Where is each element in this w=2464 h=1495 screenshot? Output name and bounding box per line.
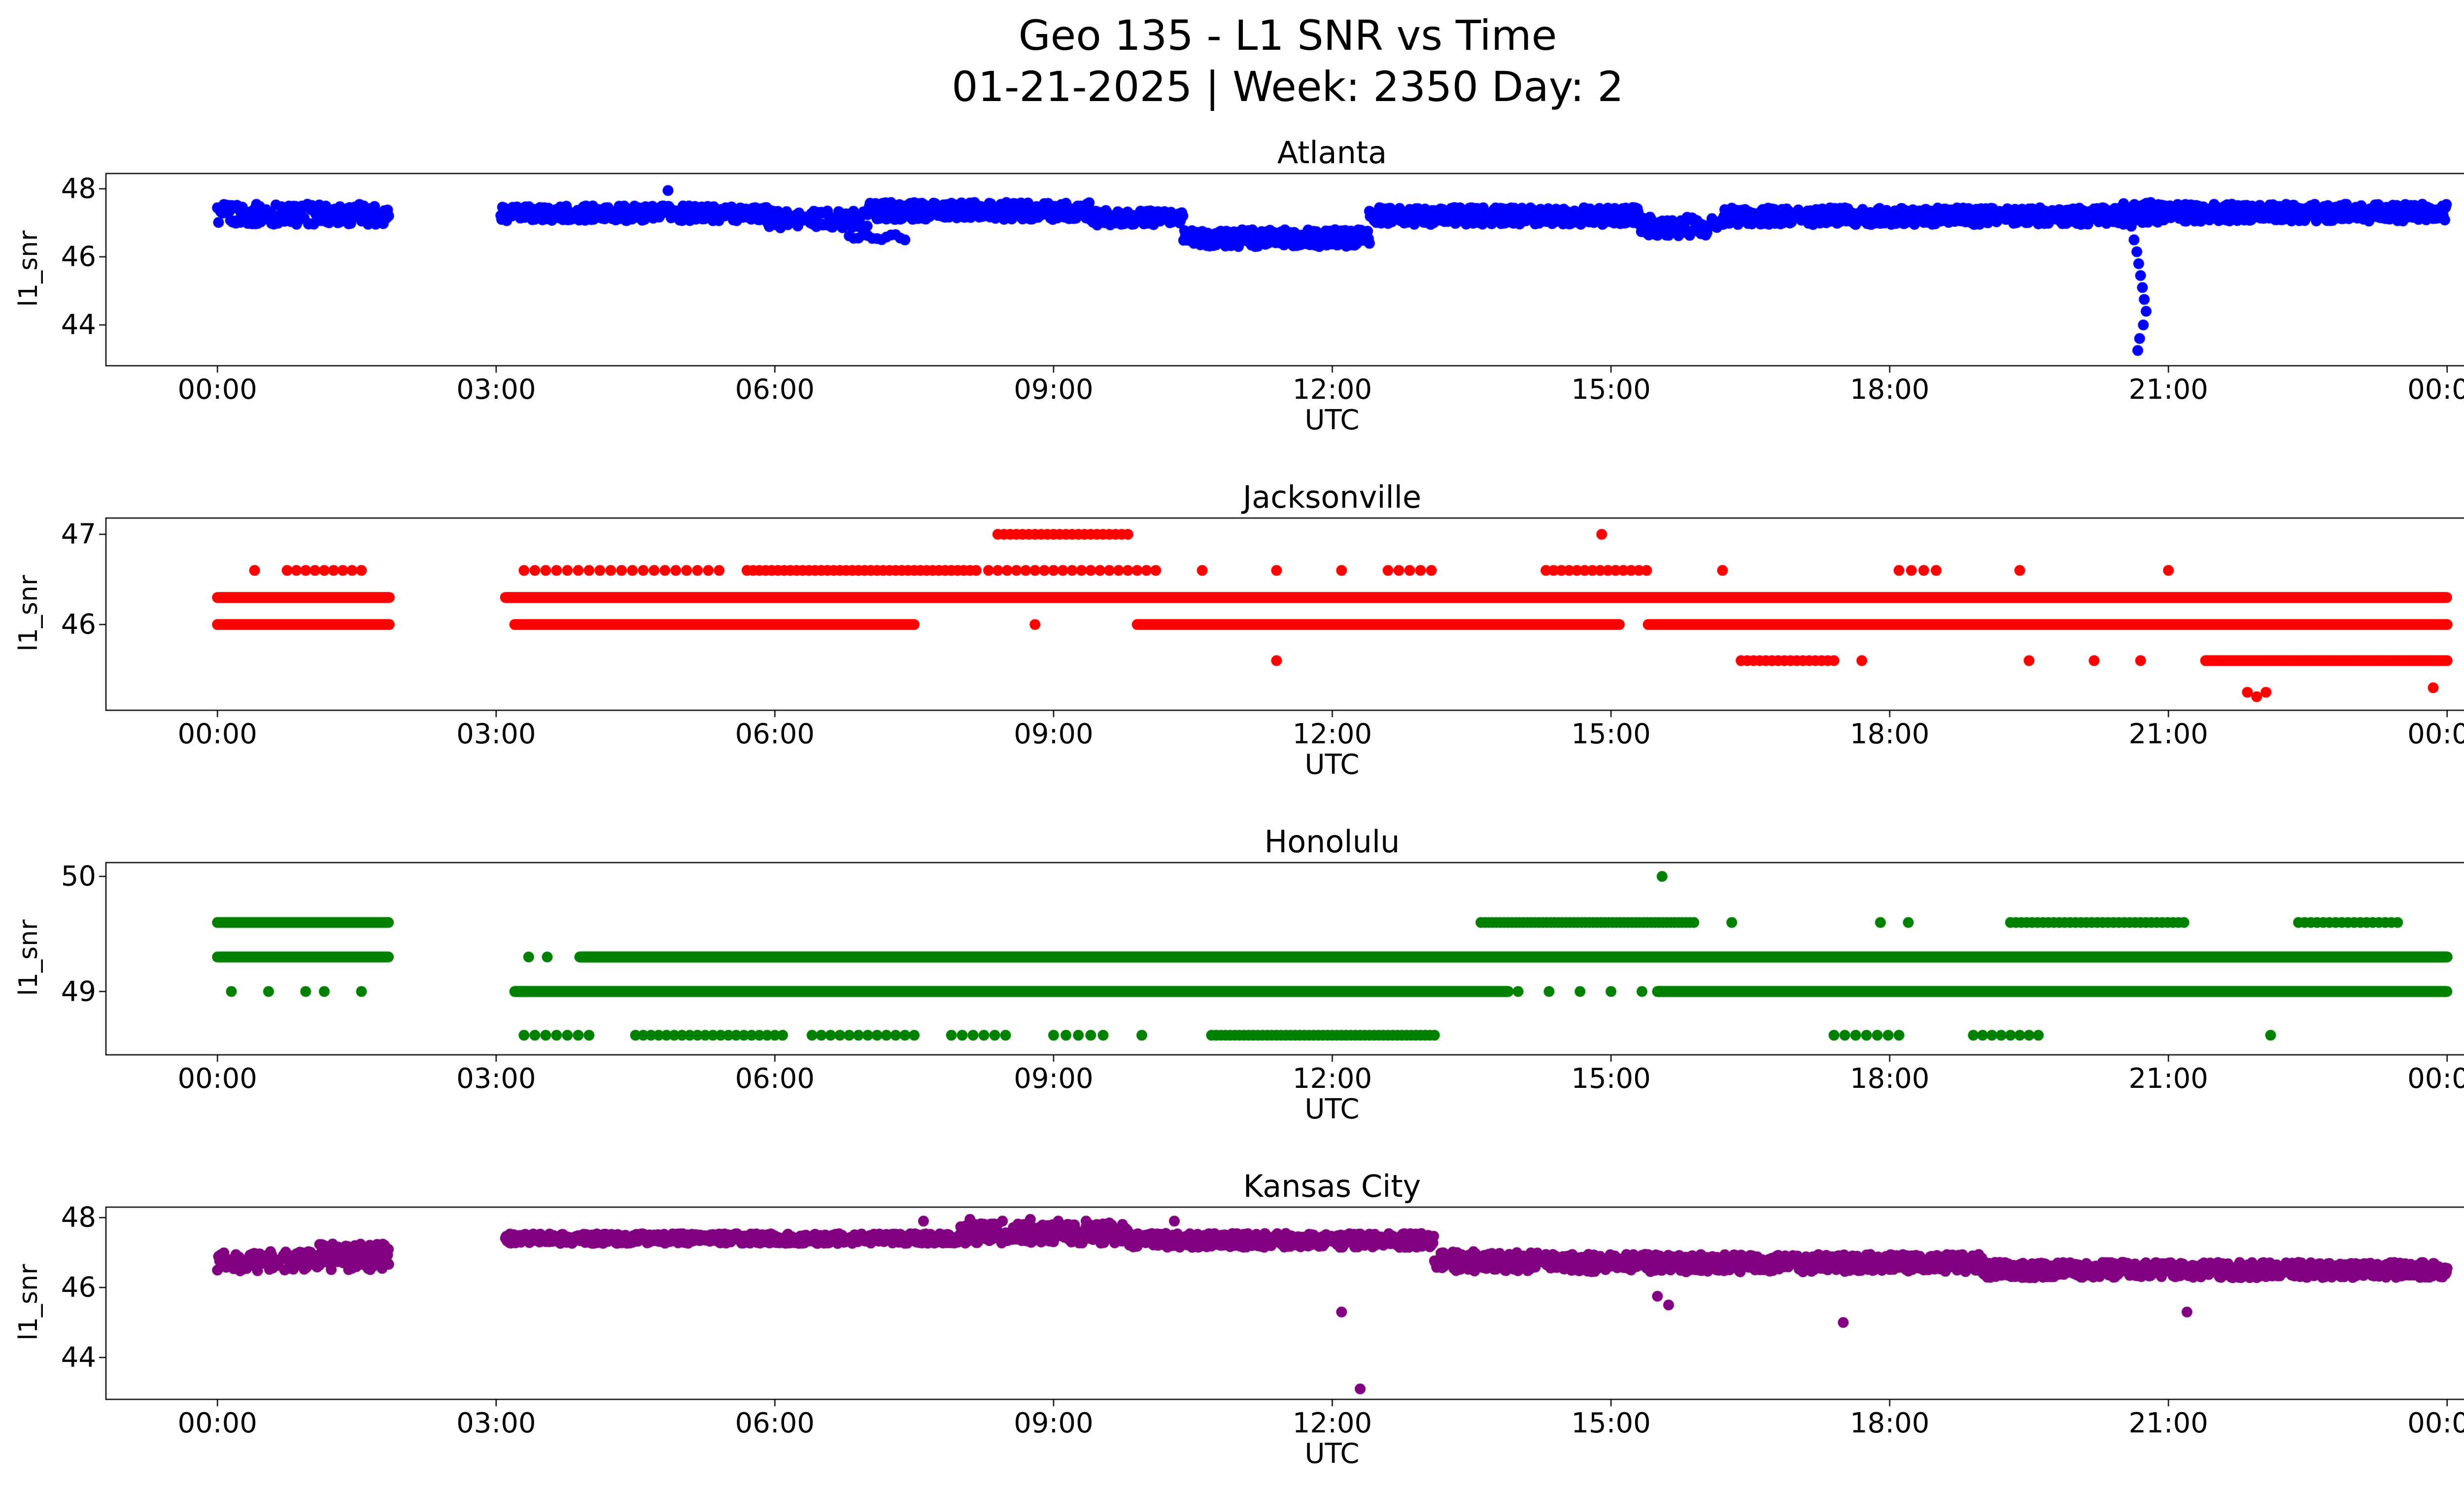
subplot-title-atlanta: Atlanta — [1277, 135, 1387, 171]
x-tick-label: 00:00 — [2407, 1063, 2464, 1095]
x-tick-label: 00:00 — [2407, 718, 2464, 750]
x-tick-label: 06:00 — [735, 374, 815, 406]
x-tick-label: 12:00 — [1292, 1407, 1372, 1439]
figure-subtitle: 01-21-2025 | Week: 2350 Day: 2 — [952, 63, 1624, 111]
scatter-plot-atlanta — [0, 172, 2464, 375]
x-axis-label: UTC — [1304, 749, 1360, 781]
x-tick-label: 12:00 — [1292, 1063, 1372, 1095]
x-tick-label: 00:00 — [2407, 1407, 2464, 1439]
x-tick-label: 06:00 — [735, 718, 815, 750]
x-tick-label: 21:00 — [2128, 1063, 2208, 1095]
x-tick-label: 00:00 — [177, 374, 257, 406]
x-tick-labels: 00:00 03:00 06:00 09:00 12:00 15:00 18:00 21:00… — [0, 1063, 2464, 1095]
figure-header: Geo 135 - L1 SNR vs Time 01-21-2025 | We… — [0, 0, 2464, 112]
x-tick-label: 18:00 — [1849, 1407, 1930, 1439]
x-tick-label: 00:00 — [2407, 374, 2464, 406]
x-tick-label: 15:00 — [1571, 1407, 1651, 1439]
x-tick-label: 09:00 — [1014, 1407, 1094, 1439]
x-tick-label: 00:00 — [177, 718, 257, 750]
x-tick-label: 12:00 — [1292, 718, 1372, 750]
x-tick-label: 18:00 — [1849, 718, 1930, 750]
x-tick-label: 21:00 — [2128, 374, 2208, 406]
x-tick-label: 03:00 — [456, 1407, 536, 1439]
subplot-title-honolulu: Honolulu — [1264, 824, 1400, 860]
x-tick-labels: 00:00 03:00 06:00 09:00 12:00 15:00 18:00 21:00… — [0, 374, 2464, 406]
subplot-title-jacksonville: Jacksonville — [1242, 479, 1422, 515]
x-tick-label: 21:00 — [2128, 718, 2208, 750]
x-tick-label: 18:00 — [1849, 374, 1930, 406]
x-axis-label: UTC — [1304, 1093, 1360, 1125]
x-tick-label: 18:00 — [1849, 1063, 1930, 1095]
x-tick-label: 03:00 — [456, 1063, 536, 1095]
x-tick-label: 21:00 — [2128, 1407, 2208, 1439]
x-tick-label: 03:00 — [456, 374, 536, 406]
x-tick-label: 03:00 — [456, 718, 536, 750]
x-tick-label: 09:00 — [1014, 374, 1094, 406]
x-axis-label: UTC — [1304, 404, 1360, 436]
x-tick-label: 15:00 — [1571, 374, 1651, 406]
x-tick-label: 09:00 — [1014, 1063, 1094, 1095]
x-tick-labels: 00:00 03:00 06:00 09:00 12:00 15:00 18:00 21:00… — [0, 718, 2464, 750]
x-tick-label: 15:00 — [1571, 1063, 1651, 1095]
x-tick-labels: 00:00 03:00 06:00 09:00 12:00 15:00 18:00 21:00… — [0, 1407, 2464, 1439]
subplot-title-kansas-city: Kansas City — [1243, 1168, 1421, 1204]
x-tick-label: 12:00 — [1292, 374, 1372, 406]
scatter-plot-kansas-city — [0, 1206, 2464, 1409]
figure-title: Geo 135 - L1 SNR vs Time — [1018, 11, 1557, 60]
scatter-plot-jacksonville — [0, 517, 2464, 720]
scatter-plot-honolulu — [0, 861, 2464, 1064]
x-tick-label: 06:00 — [735, 1407, 815, 1439]
x-axis-label: UTC — [1304, 1438, 1360, 1470]
x-tick-label: 06:00 — [735, 1063, 815, 1095]
x-tick-label: 00:00 — [177, 1063, 257, 1095]
x-tick-label: 00:00 — [177, 1407, 257, 1439]
x-tick-label: 15:00 — [1571, 718, 1651, 750]
x-tick-label: 09:00 — [1014, 718, 1094, 750]
